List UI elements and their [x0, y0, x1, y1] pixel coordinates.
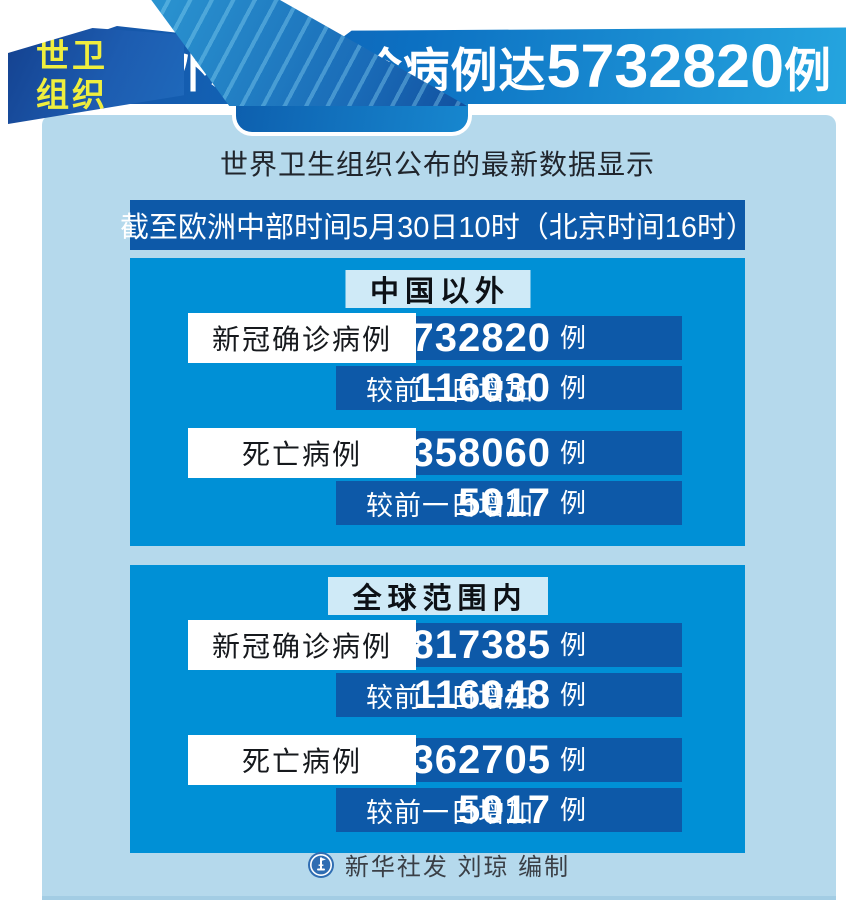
intro-text: 世界卫生组织公布的最新数据显示: [219, 149, 655, 180]
stat-value: 358060: [411, 431, 551, 475]
stat-label-box: 新冠确诊病例: [188, 313, 416, 363]
stat-value-strip: 较前一日增加 5017 例: [336, 481, 682, 525]
stat-value: 116030: [413, 366, 551, 410]
stat-value-strip: 较前一日增加 116048 例: [336, 673, 682, 717]
stat-row-deaths: 362705 例 死亡病例: [130, 735, 745, 785]
stat-unit: 例: [559, 795, 586, 825]
stat-value-strip: 较前一日增加 116030 例: [336, 366, 682, 410]
stat-unit: 例: [559, 630, 586, 660]
panel-title: 全球范围内: [327, 577, 548, 615]
stat-row-confirmed-delta: 较前一日增加 116030 例: [130, 366, 745, 410]
stat-row-confirmed-delta: 较前一日增加 116048 例: [130, 673, 745, 717]
stat-unit: 例: [559, 745, 586, 775]
panel-outside-china: 中国以外 5732820 例 新冠确诊病例 较前一日增加 116030 例 35…: [130, 258, 745, 546]
delta-label: 较前一日增加: [366, 682, 534, 713]
stat-unit: 例: [559, 488, 586, 518]
stat-row-confirmed: 5732820 例 新冠确诊病例: [130, 313, 745, 363]
stat-row-confirmed: 5817385 例 新冠确诊病例: [130, 620, 745, 670]
footer: 新华社发 刘琼 编制: [42, 847, 836, 882]
who-badge: 世卫 组织: [8, 28, 184, 124]
badge-line2: 组织: [36, 76, 108, 113]
stat-unit: 例: [559, 680, 586, 710]
credit-text: 新华社发 刘琼 编制: [344, 854, 571, 881]
stat-value: 116048: [413, 673, 551, 717]
stat-value: 362705: [411, 738, 551, 782]
stat-unit: 例: [559, 373, 586, 403]
stat-value-strip: 较前一日增加 5017 例: [336, 788, 682, 832]
xinhua-emblem-icon: [307, 851, 334, 878]
headline-number: 5732820: [546, 32, 784, 100]
stat-label-box: 死亡病例: [188, 735, 416, 785]
panel-title: 中国以外: [344, 270, 531, 308]
stat-unit: 例: [559, 323, 586, 353]
stat-row-deaths-delta: 较前一日增加 5017 例: [130, 481, 745, 525]
content-area: 世界卫生组织公布的最新数据显示 截至欧洲中部时间5月30日10时（北京时间16时…: [42, 115, 836, 900]
badge-line1: 世卫: [36, 37, 108, 75]
delta-label: 较前一日增加: [366, 375, 534, 406]
stat-row-deaths-delta: 较前一日增加 5017 例: [130, 788, 745, 832]
stat-value: 5017: [458, 788, 551, 832]
stat-label-box: 死亡病例: [188, 428, 416, 478]
stat-row-deaths: 358060 例 死亡病例: [130, 428, 745, 478]
panel-global: 全球范围内 5817385 例 新冠确诊病例 较前一日增加 116048 例 3…: [130, 565, 745, 853]
stat-value: 5017: [458, 481, 551, 525]
stat-label-box: 新冠确诊病例: [188, 620, 416, 670]
delta-label: 较前一日增加: [366, 490, 534, 521]
delta-label: 较前一日增加: [366, 797, 534, 828]
headline-suffix: 例: [784, 44, 832, 97]
time-note-bar: 截至欧洲中部时间5月30日10时（北京时间16时）: [120, 200, 755, 250]
stat-unit: 例: [559, 438, 586, 468]
